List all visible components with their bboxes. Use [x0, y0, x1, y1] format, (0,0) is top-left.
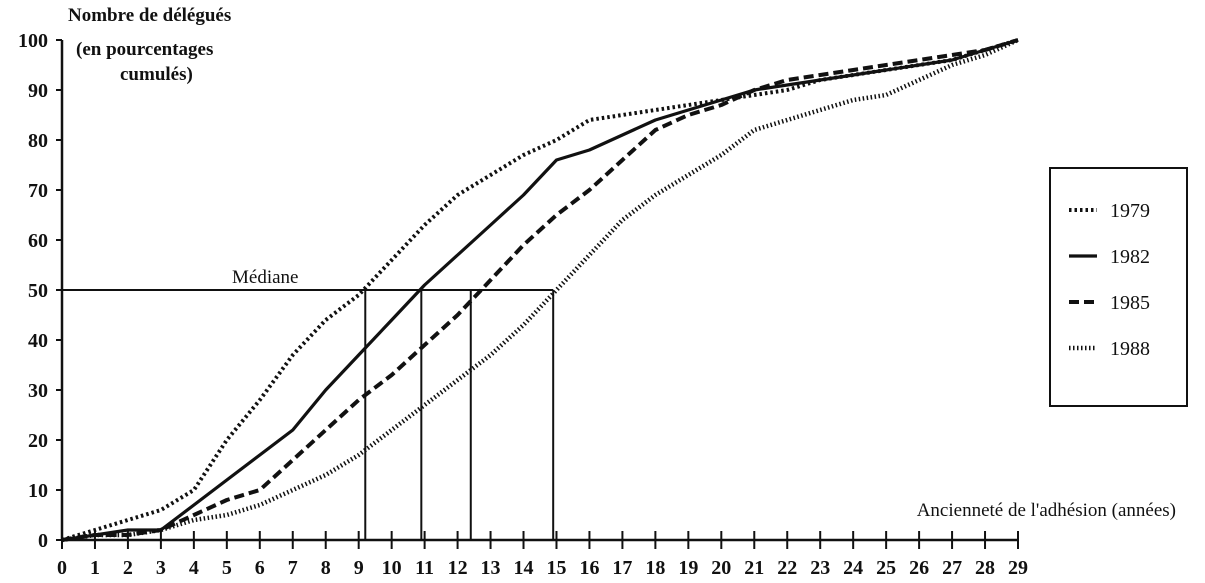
x-tick-label: 23: [810, 557, 830, 579]
series-lines: [61, 37, 1019, 543]
x-tick-label: 28: [975, 557, 995, 579]
y-tick-label: 30: [28, 380, 48, 402]
x-axis-title: Ancienneté de l'adhésion (années): [917, 500, 1176, 521]
x-tick-label: 17: [612, 557, 632, 579]
legend-box: [1049, 167, 1188, 407]
x-tick-label: 8: [321, 557, 331, 579]
y-tick-label: 40: [28, 330, 48, 352]
y-axis-title-line-3: cumulés): [120, 64, 193, 85]
legend-label-1988: 1988: [1110, 338, 1150, 360]
y-tick-label: 90: [28, 80, 48, 102]
x-tick-label: 7: [288, 557, 298, 579]
x-tick-label: 1: [90, 557, 100, 579]
x-tick-label: 27: [942, 557, 962, 579]
x-tick-label: 2: [123, 557, 133, 579]
y-axis-title-line-2: (en pourcentages: [76, 39, 213, 60]
x-tick-label: 25: [876, 557, 896, 579]
y-axis-title-line-1: Nombre de délégués: [68, 5, 231, 26]
x-tick-label: 15: [546, 557, 566, 579]
y-tick-label: 0: [38, 530, 48, 552]
y-tick-label: 70: [28, 180, 48, 202]
median-label: Médiane: [232, 267, 298, 288]
x-tick-label: 9: [354, 557, 364, 579]
median-lines: [62, 289, 555, 540]
y-tick-label: 80: [28, 130, 48, 152]
x-tick-label: 12: [448, 557, 468, 579]
series-line-1982: [61, 38, 1019, 542]
x-tick-label: 19: [678, 557, 698, 579]
legend-label-1979: 1979: [1110, 200, 1150, 222]
x-tick-label: 14: [514, 557, 534, 579]
x-tick-label: 6: [255, 557, 265, 579]
x-tick-label: 16: [579, 557, 599, 579]
x-tick-label: 10: [382, 557, 402, 579]
x-tick-label: 18: [645, 557, 665, 579]
x-tick-label: 20: [711, 557, 731, 579]
y-axis-ticks: 0 10 20 30 40 50 60 70 80 90 100: [18, 30, 62, 552]
series-line-1985: [61, 38, 1019, 542]
x-axis-ticks: 0 1 2 3 4 5 6 7 8 9 10 11 12 13 14 15 16 17 18 19 20 21 22 23 24…: [57, 531, 1028, 579]
x-tick-label: 21: [744, 557, 764, 579]
x-tick-label: 26: [909, 557, 929, 579]
x-tick-label: 4: [189, 557, 199, 579]
x-tick-label: 0: [57, 557, 67, 579]
x-tick-label: 22: [777, 557, 797, 579]
x-tick-label: 11: [415, 557, 434, 579]
x-tick-label: 3: [156, 557, 166, 579]
y-tick-label: 50: [28, 280, 48, 302]
x-tick-label: 13: [481, 557, 501, 579]
y-tick-label: 10: [28, 480, 48, 502]
y-tick-label: 100: [18, 30, 48, 52]
x-tick-label: 29: [1008, 557, 1028, 579]
legend-label-1982: 1982: [1110, 246, 1150, 268]
y-tick-label: 20: [28, 430, 48, 452]
x-tick-label: 5: [222, 557, 232, 579]
y-tick-label: 60: [28, 230, 48, 252]
legend: 1979 1982 1985 1988: [1049, 167, 1188, 407]
legend-label-1985: 1985: [1110, 292, 1150, 314]
x-tick-label: 24: [843, 557, 863, 579]
